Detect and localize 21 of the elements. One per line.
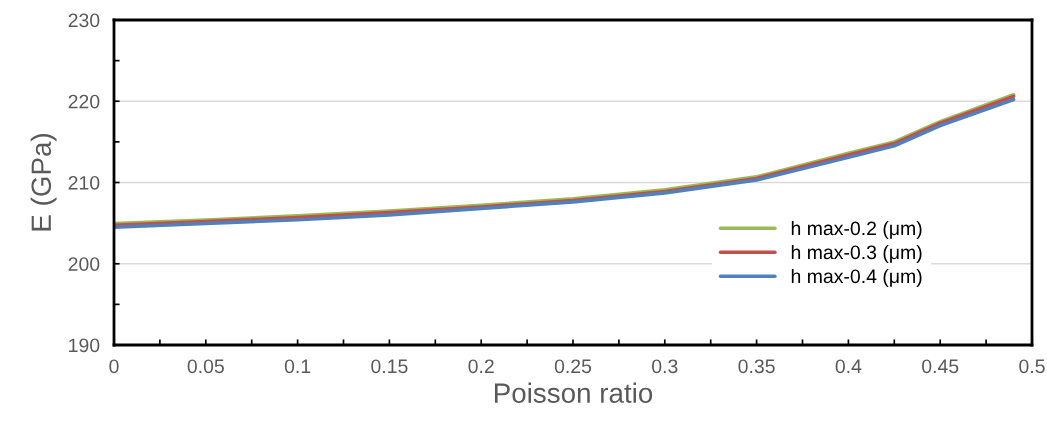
y-axis-title: E (GPa) <box>30 134 57 231</box>
legend-label: h max-0.4 (μm) <box>791 268 922 288</box>
x-tick-label: 0.5 <box>1019 359 1045 374</box>
x-tick-label: 0.2 <box>468 359 494 374</box>
x-tick-label: 0.25 <box>554 359 592 374</box>
x-tick-label: 0 <box>109 359 119 374</box>
x-tick-label: 0.4 <box>835 359 862 374</box>
y-tick-label: 200 <box>68 257 100 271</box>
x-axis-title: Poisson ratio <box>494 382 653 403</box>
x-tick-label: 0.35 <box>738 359 775 374</box>
x-tick-label: 0.1 <box>284 359 311 374</box>
y-tick-label: 220 <box>68 94 100 109</box>
legend-label: h max-0.2 (μm) <box>791 220 922 240</box>
x-tick-label: 0.45 <box>922 359 959 374</box>
y-tick-label: 210 <box>68 175 100 190</box>
x-tick-label: 0.3 <box>652 359 678 374</box>
x-tick-label: 0.15 <box>371 359 408 374</box>
x-tick-label: 0.05 <box>187 359 224 374</box>
y-tick-label: 190 <box>69 338 100 353</box>
y-tick-label: 230 <box>68 13 100 28</box>
legend-label: h max-0.3 (μm) <box>791 244 922 264</box>
